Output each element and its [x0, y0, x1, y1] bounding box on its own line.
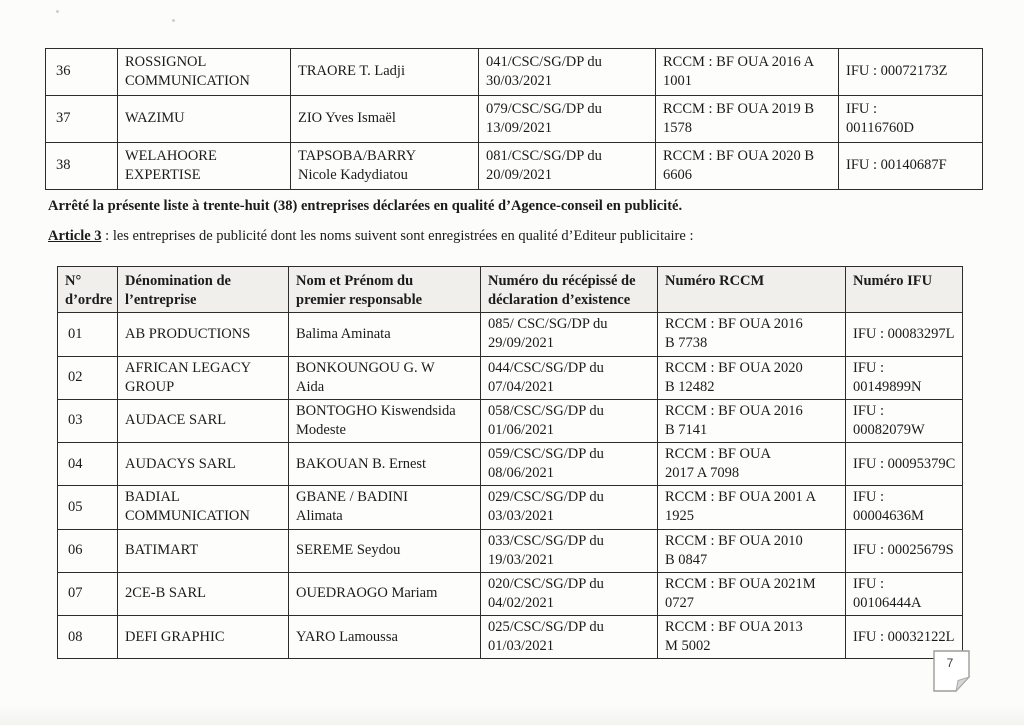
cell-recepisse: 033/CSC/SG/DP du 19/03/2021 [480, 528, 658, 573]
cell-company-name: WELAHOORE EXPERTISE [117, 142, 291, 190]
cell-recepisse: 058/CSC/SG/DP du 01/06/2021 [480, 398, 658, 444]
cell-rccm: RCCM : BF OUA 2010 B 0847 [657, 528, 846, 573]
cell-company-name: 2CE-B SARL [117, 571, 289, 617]
cell-company-name: AB PRODUCTIONS [117, 312, 289, 357]
table-row: 36 ROSSIGNOL COMMUNICATION TRAORE T. Lad… [45, 48, 983, 96]
cell-ifu: IFU : 00116760D [838, 95, 983, 143]
table-row: 05 BADIAL COMMUNICATION GBANE / BADINI A… [57, 485, 963, 530]
cell-order-number: 02 [57, 355, 118, 400]
cell-responsable: SEREME Seydou [288, 528, 481, 573]
cell-rccm: RCCM : BF OUA 2016 A 1001 [655, 48, 839, 96]
table-row: 01 AB PRODUCTIONS Balima Aminata 085/ CS… [57, 312, 963, 357]
table-row: 37 WAZIMU ZIO Yves Ismaël 079/CSC/SG/DP … [45, 95, 983, 143]
table-row: 04 AUDACYS SARL BAKOUAN B. Ernest 059/CS… [57, 441, 963, 487]
cell-responsable: Balima Aminata [288, 312, 481, 357]
cell-responsable: BONTOGHO Kiswendsida Modeste [288, 398, 481, 444]
scan-speck [172, 19, 175, 22]
cell-rccm: RCCM : BF OUA 2020 B 12482 [657, 355, 846, 400]
table-row: 03 AUDACE SARL BONTOGHO Kiswendsida Mode… [57, 398, 963, 444]
cell-responsable: ZIO Yves Ismaël [290, 95, 479, 143]
cell-company-name: WAZIMU [117, 95, 291, 143]
cell-order-number: 01 [57, 312, 118, 357]
cell-rccm: RCCM : BF OUA 2001 A 1925 [657, 485, 846, 530]
col-header-rccm: Numéro RCCM [657, 265, 846, 314]
table-row: 38 WELAHOORE EXPERTISE TAPSOBA/BARRY Nic… [45, 142, 983, 190]
cell-order-number: 04 [57, 441, 118, 487]
cell-order-number: 05 [57, 485, 118, 530]
article-3-label: Article 3 [48, 228, 102, 244]
cell-recepisse: 059/CSC/SG/DP du 08/06/2021 [480, 441, 658, 487]
table-header-row: N° d’ordre Dénomination de l’entreprise … [57, 265, 963, 314]
cell-rccm: RCCM : BF OUA 2016 B 7738 [657, 312, 846, 357]
cell-ifu: IFU : 00082079W [845, 398, 963, 444]
page-number: 7 [946, 656, 954, 670]
page-curl-icon [933, 650, 971, 693]
cell-order-number: 36 [45, 48, 118, 96]
cell-rccm: RCCM : BF OUA 2016 B 7141 [657, 398, 846, 444]
cell-order-number: 03 [57, 398, 118, 444]
cell-recepisse: 025/CSC/SG/DP du 01/03/2021 [480, 614, 658, 660]
col-header-order-number: N° d’ordre [57, 265, 118, 314]
cell-responsable: YARO Lamoussa [288, 614, 481, 660]
closing-statement: Arrêté la présente liste à trente-huit (… [48, 198, 683, 214]
scan-speck [56, 10, 59, 13]
cell-ifu: IFU : 00140687F [838, 142, 983, 190]
cell-ifu: IFU : 00025679S [845, 528, 963, 573]
cell-recepisse: 041/CSC/SG/DP du 30/03/2021 [478, 48, 656, 96]
scan-edge-shadow [0, 705, 1024, 725]
table-row: 08 DEFI GRAPHIC YARO Lamoussa 025/CSC/SG… [57, 614, 963, 660]
cell-rccm: RCCM : BF OUA 2020 B 6606 [655, 142, 839, 190]
cell-company-name: AFRICAN LEGACY GROUP [117, 355, 289, 400]
cell-order-number: 38 [45, 142, 118, 190]
cell-recepisse: 081/CSC/SG/DP du 20/09/2021 [478, 142, 656, 190]
cell-ifu: IFU : 00072173Z [838, 48, 983, 96]
cell-responsable: TRAORE T. Ladji [290, 48, 479, 96]
cell-company-name: BATIMART [117, 528, 289, 573]
table-row: 07 2CE-B SARL OUEDRAOGO Mariam 020/CSC/S… [57, 571, 963, 617]
page-number-badge: 7 [933, 650, 973, 693]
cell-company-name: BADIAL COMMUNICATION [117, 485, 289, 530]
cell-ifu: IFU : 00095379C [845, 441, 963, 487]
table-row: 06 BATIMART SEREME Seydou 033/CSC/SG/DP … [57, 528, 963, 573]
cell-company-name: DEFI GRAPHIC [117, 614, 289, 660]
cell-responsable: BAKOUAN B. Ernest [288, 441, 481, 487]
cell-recepisse: 029/CSC/SG/DP du 03/03/2021 [480, 485, 658, 530]
cell-responsable: OUEDRAOGO Mariam [288, 571, 481, 617]
cell-order-number: 07 [57, 571, 118, 617]
cell-order-number: 37 [45, 95, 118, 143]
article-3-line: Article 3 : les entreprises de publicité… [48, 228, 988, 245]
cell-rccm: RCCM : BF OUA 2017 A 7098 [657, 441, 846, 487]
cell-ifu: IFU : 00149899N [845, 355, 963, 400]
cell-ifu: IFU : 00004636M [845, 485, 963, 530]
cell-recepisse: 044/CSC/SG/DP du 07/04/2021 [480, 355, 658, 400]
cell-responsable: GBANE / BADINI Alimata [288, 485, 481, 530]
editeur-publicitaire-table: N° d’ordre Dénomination de l’entreprise … [57, 265, 963, 660]
col-header-company-name: Dénomination de l’entreprise [117, 265, 289, 314]
cell-responsable: BONKOUNGOU G. W Aida [288, 355, 481, 400]
table-row: 02 AFRICAN LEGACY GROUP BONKOUNGOU G. W … [57, 355, 963, 400]
col-header-recepisse: Numéro du récépissé de déclaration d’exi… [480, 265, 658, 314]
cell-ifu: IFU : 00106444A [845, 571, 963, 617]
article-3-text: : les entreprises de publicité dont les … [101, 228, 694, 244]
cell-rccm: RCCM : BF OUA 2019 B 1578 [655, 95, 839, 143]
cell-rccm: RCCM : BF OUA 2021M 0727 [657, 571, 846, 617]
cell-order-number: 06 [57, 528, 118, 573]
col-header-responsable: Nom et Prénom du premier responsable [288, 265, 481, 314]
cell-company-name: AUDACYS SARL [117, 441, 289, 487]
cell-recepisse: 079/CSC/SG/DP du 13/09/2021 [478, 95, 656, 143]
cell-company-name: ROSSIGNOL COMMUNICATION [117, 48, 291, 96]
col-header-ifu: Numéro IFU [845, 265, 963, 314]
cell-responsable: TAPSOBA/BARRY Nicole Kadydiatou [290, 142, 479, 190]
cell-order-number: 08 [57, 614, 118, 660]
cell-ifu: IFU : 00083297L [845, 312, 963, 357]
cell-company-name: AUDACE SARL [117, 398, 289, 444]
agence-conseil-table-continuation: 36 ROSSIGNOL COMMUNICATION TRAORE T. Lad… [45, 48, 983, 190]
cell-rccm: RCCM : BF OUA 2013 M 5002 [657, 614, 846, 660]
cell-recepisse: 085/ CSC/SG/DP du 29/09/2021 [480, 312, 658, 357]
cell-recepisse: 020/CSC/SG/DP du 04/02/2021 [480, 571, 658, 617]
